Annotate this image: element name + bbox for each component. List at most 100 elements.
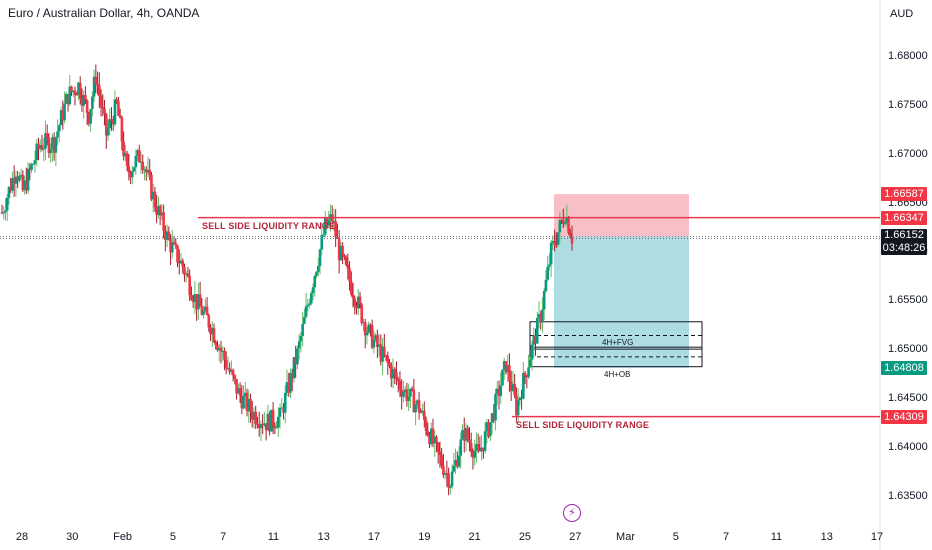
candle [504,360,508,375]
candle-body [468,439,471,443]
candle-body [386,356,390,364]
candle [473,439,476,466]
candle [469,432,473,457]
candle-body [12,178,16,184]
candle-body [247,398,251,412]
candle [466,425,470,443]
candle [237,383,240,394]
candle [539,310,543,330]
candle [351,283,355,308]
candle-body [118,115,122,118]
candle-body [101,106,105,109]
candle-body [169,239,172,253]
candle [391,358,395,389]
candle [235,378,238,400]
candle-body [445,473,449,475]
lightning-icon[interactable]: ⚡ [563,504,581,522]
candle-body [372,339,376,348]
candle [278,403,282,429]
candle-body [282,407,285,413]
candle-body [344,257,348,265]
candle-body [155,207,158,215]
candle-body [143,169,146,171]
candle [383,334,386,358]
candle [52,132,56,161]
candle-body [207,315,211,328]
candle [256,416,259,429]
candle-body [563,222,567,225]
chart-title: Euro / Australian Dollar, 4h, OANDA [8,6,200,20]
candle [341,242,344,265]
candle [502,357,506,380]
candle-body [560,220,563,222]
candle [31,162,35,165]
candle-body [310,293,313,304]
candle [497,380,501,410]
candle [174,238,178,249]
candle-body [452,465,456,472]
candle-body [396,379,400,381]
candle [509,370,513,401]
candle-body [379,344,383,362]
candle [120,115,124,151]
candle-body [393,369,397,373]
candle [157,196,160,219]
candle-body [311,287,315,294]
y-tick-label: 1.65500 [888,294,928,307]
candle-body [469,442,473,453]
candle [431,418,435,448]
candle [435,435,438,453]
x-tick-label: 17 [870,531,884,543]
candle [111,115,115,131]
candle [297,333,301,360]
candle-body [548,264,551,267]
candle-body [144,169,148,173]
candle [523,370,527,385]
candle-body [139,161,143,163]
candle [405,382,409,407]
currency-label: AUD [890,8,914,20]
candle-body [204,306,207,311]
candle-body [511,384,515,391]
candle-body [518,397,522,401]
candle-body [188,276,191,295]
candle [183,263,186,282]
candle-body [49,148,52,154]
candle-body [362,322,365,324]
candle-body [71,90,75,93]
candle-body [353,298,357,307]
candle [356,288,360,316]
candle [544,269,548,293]
candle-body [482,447,485,452]
candle [155,194,158,224]
candle-body [92,76,96,97]
candle [207,313,211,332]
candle [560,219,563,224]
candle-body [334,221,337,238]
candle-body [158,206,162,216]
candle [304,292,308,319]
candle-body [271,409,275,426]
sell-side-liquidity-label-upper: SELL SIDE LIQUIDITY RANGE [202,220,336,231]
candle-body [28,168,32,170]
candle-body [535,318,539,344]
candle-body [230,369,233,372]
candle [259,420,263,442]
candle [553,229,556,252]
candle [4,198,7,221]
candle-body [513,384,516,396]
candle-body [429,428,433,445]
candle-body [233,375,237,379]
candle [12,165,16,197]
candle [141,154,145,174]
candle-body [148,169,152,175]
candle [422,401,426,428]
candle-body [485,422,489,432]
candle-body [157,206,160,215]
candle [462,417,466,453]
candle-body [30,164,33,170]
candle-body [73,90,77,95]
candle-body [438,451,442,456]
candle [158,204,162,226]
